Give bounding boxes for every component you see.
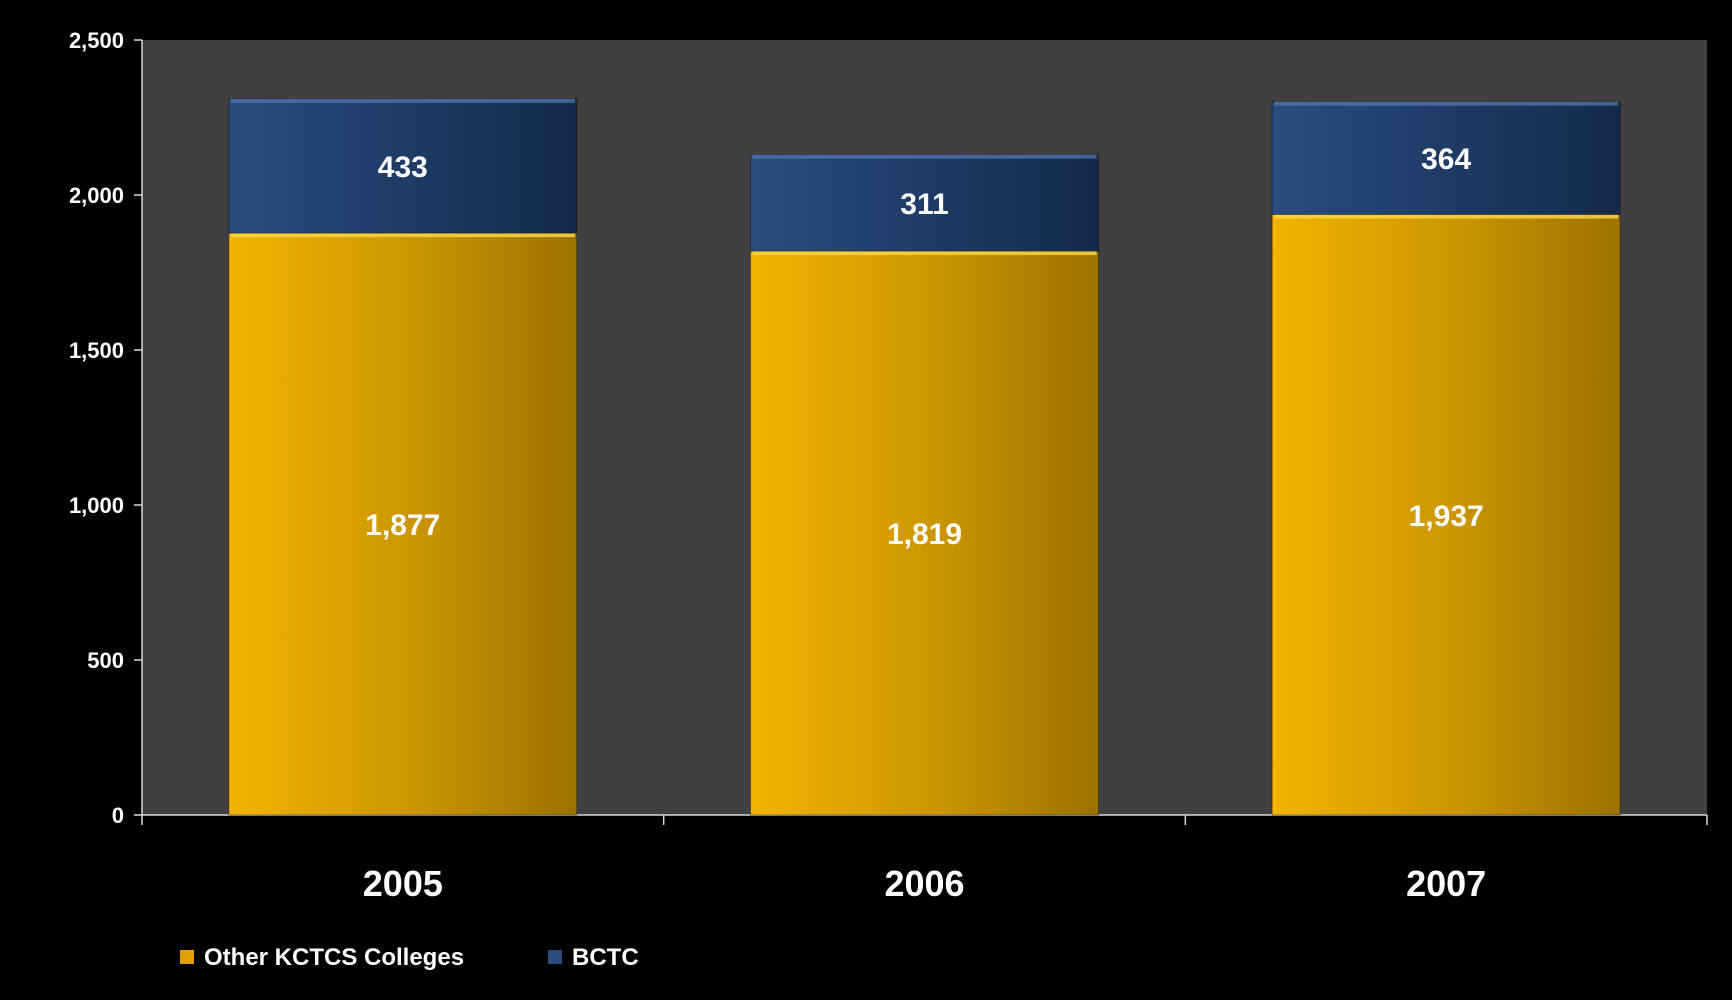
y-tick-label: 1,000 — [69, 493, 124, 518]
bars — [228, 98, 1621, 816]
legend-label: BCTC — [572, 944, 639, 971]
data-label: 1,819 — [887, 518, 962, 551]
bar-top-highlight — [1274, 101, 1619, 106]
data-label: 1,877 — [365, 509, 440, 542]
y-tick-label: 0 — [112, 803, 124, 828]
legend: Other KCTCS Colleges BCTC — [180, 944, 639, 971]
x-tick-label: 2005 — [363, 863, 443, 904]
y-axis: 0 500 1,000 1,500 2,000 2,500 — [69, 28, 143, 828]
bar-other-kctcs-colleges-2006 — [750, 250, 1099, 816]
bar-other-kctcs-colleges-2005 — [228, 232, 578, 816]
y-tick-label: 500 — [87, 648, 124, 673]
y-tick-label: 2,000 — [69, 183, 124, 208]
bar-top-highlight — [752, 154, 1097, 159]
data-labels: 1,877 433 1,819 311 1,937 364 — [365, 143, 1483, 551]
bar-other-kctcs-colleges-2007 — [1271, 214, 1621, 816]
bar-top-highlight — [230, 233, 575, 238]
legend-swatch — [548, 950, 562, 964]
bar-bctc-2007 — [1271, 101, 1621, 216]
bar-top-highlight — [230, 98, 575, 103]
x-axis: 2005 2006 2007 — [141, 814, 1708, 904]
y-tick-label: 1,500 — [69, 338, 124, 363]
bar-bctc-2005 — [228, 98, 578, 234]
legend-swatch — [180, 950, 194, 964]
data-label: 311 — [900, 188, 948, 221]
x-tick-label: 2007 — [1406, 863, 1486, 904]
data-label: 364 — [1421, 143, 1471, 176]
bar-top-highlight — [752, 251, 1097, 256]
x-tick-label: 2006 — [884, 863, 964, 904]
data-label: 1,937 — [1409, 500, 1484, 533]
data-label: 433 — [378, 151, 428, 184]
bar-top-highlight — [1274, 214, 1619, 219]
bar-bctc-2006 — [750, 154, 1099, 252]
legend-label: Other KCTCS Colleges — [204, 944, 464, 971]
y-tick-label: 2,500 — [69, 28, 124, 53]
